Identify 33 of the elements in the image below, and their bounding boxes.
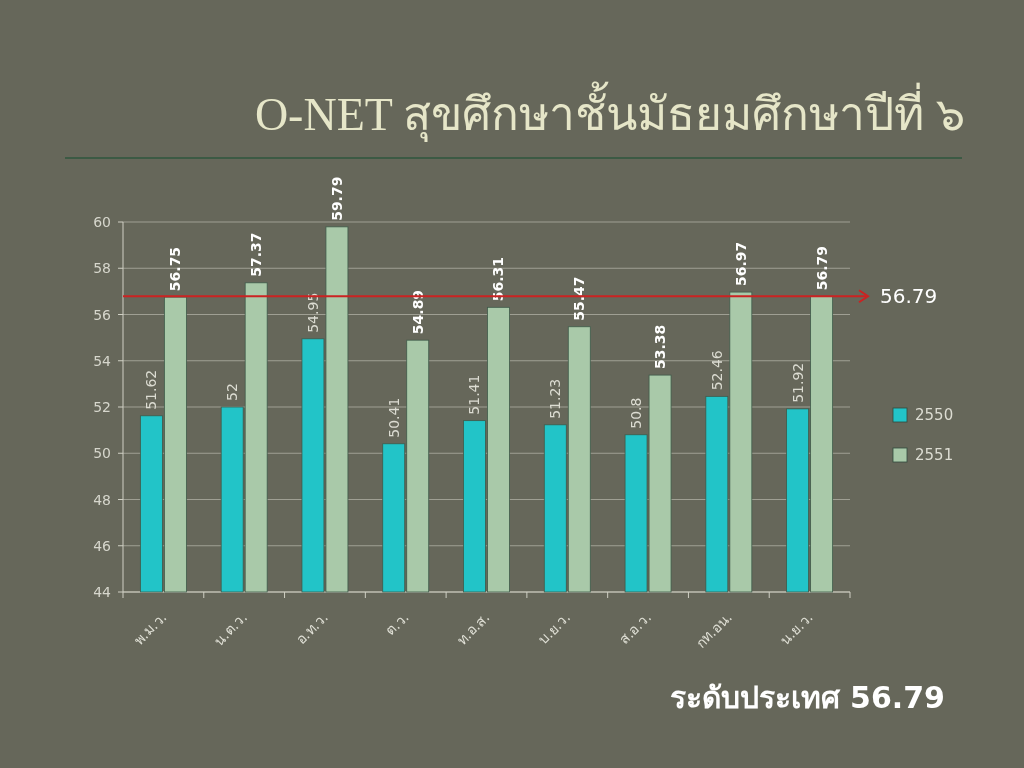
data-label: 52.46 [708,350,725,391]
y-tick-label: 44 [93,584,112,600]
data-label: 54.89 [409,289,426,335]
data-label: 52 [224,383,241,401]
legend-label: 2550 [915,406,954,424]
data-label: 51.62 [143,369,160,410]
y-tick-label: 46 [93,537,112,554]
y-tick-label: 52 [93,399,111,415]
data-label: 56.79 [813,245,830,291]
y-tick-label: 58 [93,260,111,277]
data-label: 55.47 [571,276,588,321]
y-tick-label: 54 [93,352,112,369]
data-label: 57.37 [248,232,265,277]
y-tick-label: 56 [93,306,112,323]
data-label: 50.41 [385,397,402,438]
ref-line-label: 56.79 [880,284,938,309]
data-label: 51.41 [466,374,483,415]
data-label: 51.23 [547,378,564,419]
data-label: 56.97 [732,241,749,287]
data-label: 59.79 [328,176,345,221]
y-tick-label: 60 [93,214,111,230]
y-tick-label: 48 [93,491,111,508]
data-label: 51.92 [789,362,806,403]
y-tick-label: 50 [93,445,111,462]
x-tick-label: ต.ว. [382,608,412,639]
data-label: 50.8 [628,397,645,429]
data-label: 56.75 [167,246,184,292]
text: ระดับประเทศ 56.79 [669,680,945,715]
data-label: 53.38 [652,324,669,370]
data-label: 54.95 [304,292,321,333]
legend-label: 2551 [915,446,954,464]
chart-title: O-NET สุขศึกษาชั้นมัธยมศึกษาปีที่ ๖ [254,81,965,143]
data-label: 56.31 [490,257,507,302]
